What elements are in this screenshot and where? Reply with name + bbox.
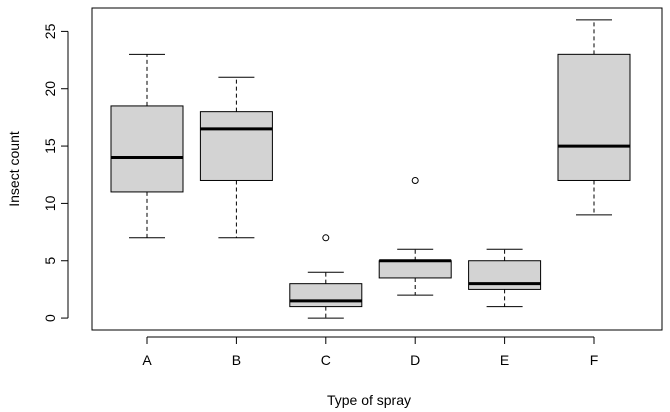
- x-tick-label: A: [142, 352, 152, 368]
- y-tick-label: 0: [42, 314, 58, 322]
- y-tick-label: 15: [42, 138, 58, 154]
- iqr-box: [110, 105, 184, 193]
- boxes: [110, 19, 631, 319]
- box-group-E: [468, 248, 542, 308]
- x-tick-label: C: [321, 352, 331, 368]
- x-tick-label: B: [232, 352, 241, 368]
- box-group-D: [378, 176, 452, 296]
- iqr-box: [199, 111, 273, 181]
- box-group-A: [110, 53, 184, 239]
- box-group-B: [199, 76, 273, 239]
- y-axis-title: Insect count: [6, 131, 22, 207]
- iqr-box: [378, 260, 452, 279]
- y-axis: 0 5 10 15 20 25: [42, 23, 69, 322]
- x-tick-label: F: [590, 352, 599, 368]
- box-group-F: [557, 19, 631, 216]
- y-tick-label: 10: [42, 195, 58, 211]
- plot-frame: [91, 7, 663, 331]
- y-tick-label: 25: [42, 23, 58, 39]
- iqr-box: [557, 53, 631, 181]
- y-tick-label: 5: [42, 257, 58, 265]
- x-axis-title: Type of spray: [327, 392, 411, 408]
- outlier-point: [411, 176, 419, 184]
- iqr-box: [289, 283, 363, 308]
- x-tick-label: D: [410, 352, 420, 368]
- box-group-C: [289, 234, 363, 319]
- x-axis: A B C D E F: [142, 336, 599, 368]
- outlier-point: [322, 234, 330, 242]
- x-tick-label: E: [500, 352, 509, 368]
- y-tick-label: 20: [42, 81, 58, 97]
